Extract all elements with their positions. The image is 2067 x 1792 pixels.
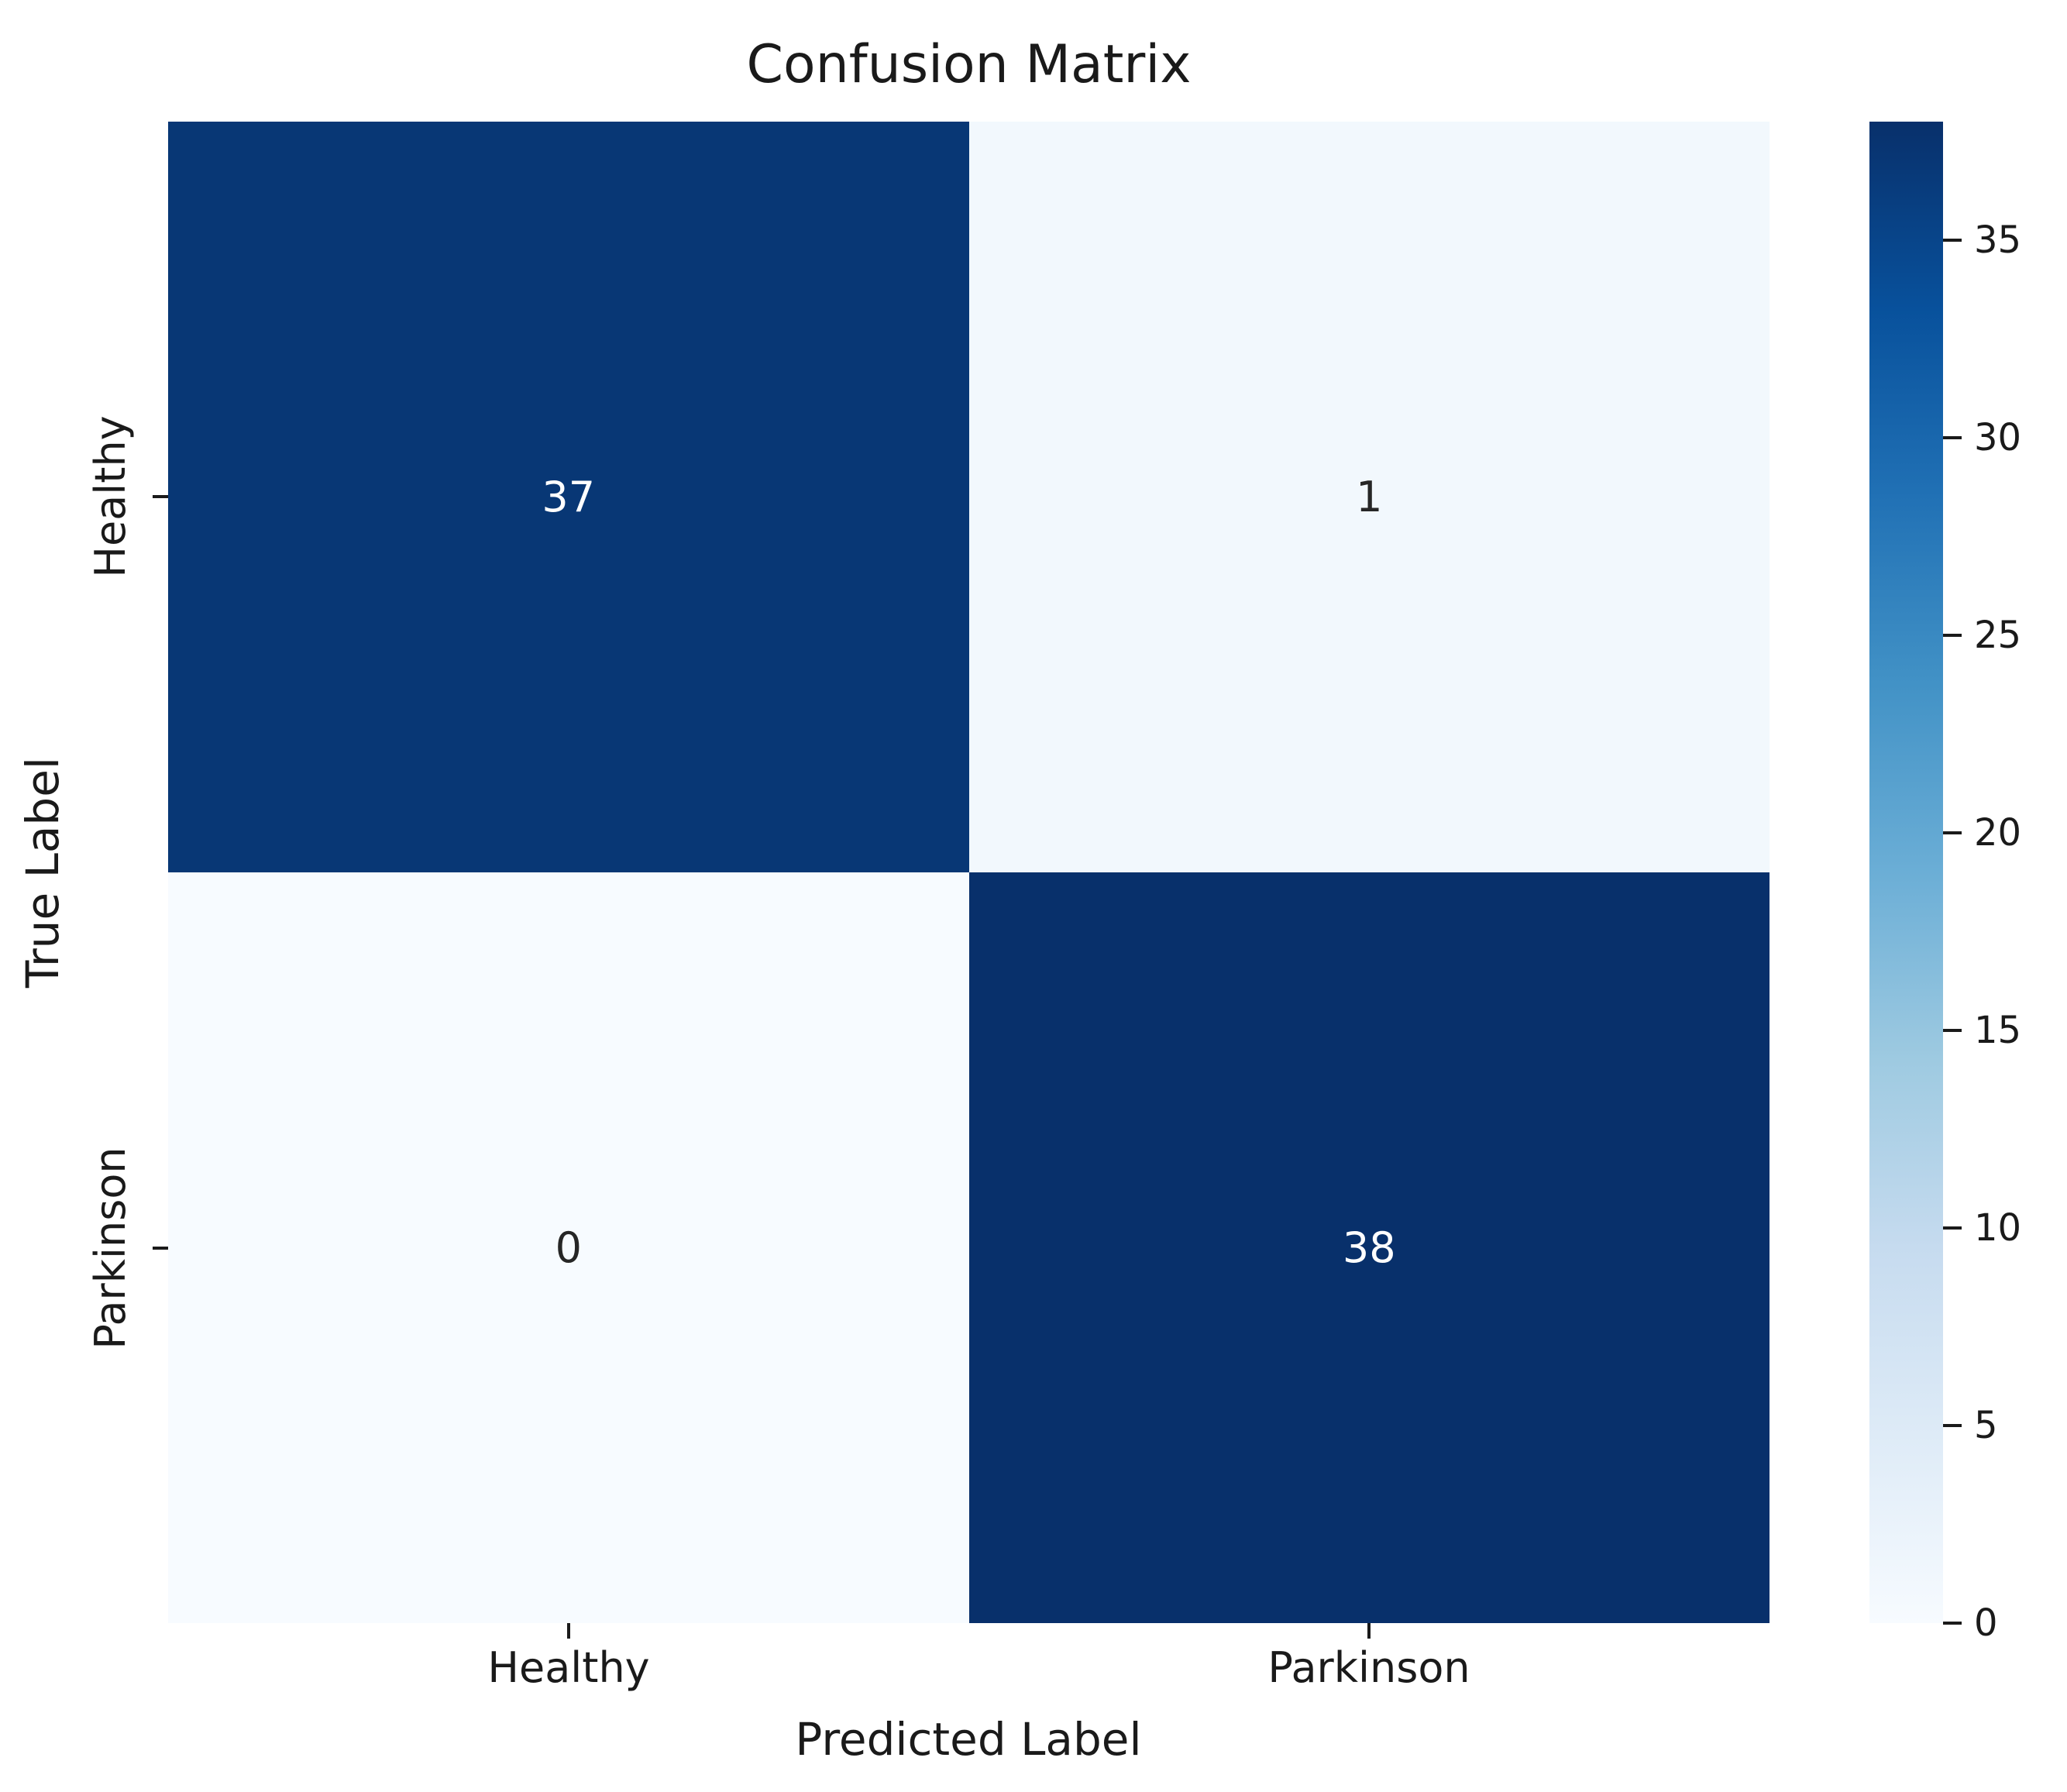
y-tick-label-parkinson: Parkinson: [86, 1147, 135, 1350]
colorbar-tick-mark: [1943, 1622, 1962, 1625]
colorbar-tick-mark: [1943, 634, 1962, 637]
y-tick-label-healthy: Healthy: [86, 415, 135, 578]
heatmap-grid: 37 1 0 38: [168, 122, 1770, 1623]
heatmap-cell-true-healthy-pred-parkinson: 1: [968, 122, 1770, 872]
colorbar-tick-mark: [1943, 436, 1962, 439]
y-axis-tick-mark: [153, 495, 168, 498]
x-tick-label-healthy: Healthy: [487, 1643, 650, 1692]
cell-value: 37: [542, 473, 596, 521]
cell-value: 38: [1342, 1223, 1396, 1272]
colorbar-tick-label: 5: [1974, 1404, 1998, 1447]
colorbar-tick-label: 30: [1974, 416, 2022, 459]
heatmap-cell-true-parkinson-pred-healthy: 0: [168, 872, 969, 1623]
heatmap-cell-true-healthy-pred-healthy: 37: [168, 122, 969, 872]
x-tick-label-parkinson: Parkinson: [1267, 1643, 1470, 1692]
heatmap-cell-true-parkinson-pred-parkinson: 38: [968, 872, 1770, 1623]
chart-title: Confusion Matrix: [746, 34, 1192, 95]
colorbar-tick-label: 10: [1974, 1206, 2022, 1250]
x-axis-label: Predicted Label: [795, 1713, 1142, 1766]
cell-value: 0: [555, 1223, 582, 1272]
colorbar-tick-label: 20: [1974, 811, 2022, 855]
colorbar-gradient: [1869, 122, 1943, 1623]
x-axis-tick-mark: [1367, 1623, 1371, 1639]
colorbar-tick-label: 35: [1974, 218, 2022, 262]
colorbar-tick-mark: [1943, 831, 1962, 834]
colorbar-tick-mark: [1943, 239, 1962, 242]
colorbar-tick-mark: [1943, 1226, 1962, 1230]
colorbar-tick-label: 15: [1974, 1009, 2022, 1052]
colorbar-tick-label: 25: [1974, 614, 2022, 657]
cell-value: 1: [1356, 473, 1383, 521]
colorbar-tick-mark: [1943, 1029, 1962, 1032]
y-axis-tick-mark: [153, 1247, 168, 1250]
colorbar-tick-mark: [1943, 1424, 1962, 1427]
colorbar-tick-label: 0: [1974, 1601, 1998, 1645]
y-axis-label: True Label: [16, 756, 69, 989]
x-axis-tick-mark: [567, 1623, 570, 1639]
